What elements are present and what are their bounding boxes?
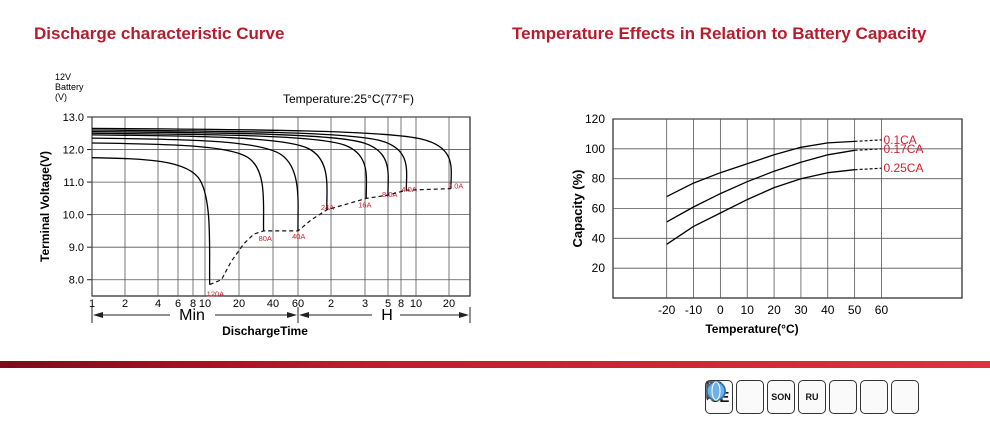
x-tick-label: 8 — [398, 298, 404, 310]
temperature-note: Temperature:25°C(77°F) — [283, 92, 414, 106]
x-tick-label: 2 — [328, 298, 334, 310]
capacity-curve-extension — [854, 167, 882, 171]
y-tick-label: 20 — [592, 261, 606, 275]
x-tick-label: 20 — [233, 298, 245, 310]
x-tick-label: 60 — [292, 298, 304, 310]
x-tick-label: 10 — [741, 303, 755, 317]
curve-label: 0.17CA — [883, 142, 923, 156]
discharge-curve-80A — [91, 142, 265, 231]
curve-label: 0.1CA — [883, 133, 916, 147]
y-tick-label: 13.0 — [63, 112, 84, 124]
x-tick-label: 40 — [267, 298, 279, 310]
temperature-chart-title: Temperature Effects in Relation to Batte… — [512, 24, 927, 43]
hour-unit-label: H — [381, 307, 393, 324]
x-axis-title: Temperature(°C) — [705, 322, 798, 336]
y-tick-label: 12.0 — [63, 145, 84, 157]
curve-label: 8.0A — [382, 190, 397, 199]
x-tick-label: 30 — [794, 303, 808, 317]
battery-label: Battery — [55, 82, 84, 92]
capacity-curve-0.1CA — [666, 140, 855, 198]
discharge-curve-120A — [91, 157, 211, 285]
x-axis-title: DischargeTime — [222, 324, 308, 338]
curve-label: 24A — [321, 203, 334, 212]
discharge-curve-40A — [91, 137, 299, 231]
x-tick-label: 20 — [767, 303, 781, 317]
curve-label: 80A — [259, 234, 272, 243]
weee-bin-icon — [706, 380, 888, 414]
x-tick-label: 2 — [122, 298, 128, 310]
y-tick-label: 9.0 — [69, 242, 84, 254]
discharge-curve-16A — [91, 132, 368, 199]
battery-label: 12V — [55, 72, 71, 82]
temperature-chart: 20 40 60 80 100 120 -20 -10 0 10 20 30 40 50 60 Capacit… — [570, 112, 963, 336]
y-tick-label: 100 — [585, 142, 605, 156]
green-seal-icon — [706, 380, 764, 414]
x-tick-label: 50 — [848, 303, 862, 317]
x-tick-label: 0 — [717, 303, 724, 317]
battery-label: (V) — [55, 92, 67, 102]
capacity-curve-extension — [854, 139, 882, 142]
x-tick-label: 20 — [443, 298, 455, 310]
min-arrowhead-right — [287, 312, 297, 318]
discharge-curve-24A — [91, 134, 328, 210]
curve-label: 0.25CA — [883, 161, 923, 175]
x-tick-label: 10 — [410, 298, 422, 310]
x-tick-label: 1 — [89, 298, 95, 310]
discharge-chart-title: Discharge characteristic Curve — [34, 24, 285, 43]
x-tick-label: 5 — [385, 298, 391, 310]
x-tick-label: 4 — [155, 298, 161, 310]
x-tick-label: -10 — [685, 303, 703, 317]
y-axis-title: Terminal Voltage(V) — [38, 151, 52, 262]
x-tick-label: 10 — [199, 298, 211, 310]
y-tick-label: 120 — [585, 112, 605, 126]
capacity-curve-0.17CA — [666, 149, 855, 223]
x-tick-label: 8 — [190, 298, 196, 310]
y-axis-title: Capacity (%) — [570, 169, 585, 247]
y-tick-label: 11.0 — [63, 177, 84, 189]
discharge-curve-8.0A — [91, 130, 389, 196]
x-tick-label: 60 — [875, 303, 889, 317]
curve-label: 2.0A — [448, 182, 463, 191]
y-tick-label: 8.0 — [69, 275, 84, 287]
footer-accent-bar — [0, 361, 990, 368]
discharge-chart: 8.09.010.011.012.013.01 2 4 6 8 10 20 40 60 2 3 5 8 1… — [38, 72, 471, 338]
y-tick-label: 40 — [592, 231, 606, 245]
curve-label: 16A — [358, 200, 371, 209]
h-arrowhead-left — [299, 312, 309, 318]
discharge-curve-4.0A — [91, 129, 408, 191]
y-tick-label: 80 — [592, 172, 606, 186]
certification-logos: CE SON RU — [705, 380, 919, 416]
cutoff-voltage-line — [209, 188, 451, 286]
curve-label: 120A — [207, 290, 225, 299]
capacity-curve-0.25CA — [666, 169, 855, 245]
checklist-icon — [706, 380, 857, 414]
y-tick-label: 10.0 — [63, 210, 84, 222]
y-tick-label: 60 — [592, 202, 606, 216]
discharge-curve-2.0A — [91, 127, 452, 189]
min-unit-label: Min — [179, 307, 205, 324]
x-tick-label: 6 — [175, 298, 181, 310]
curve-label: 40A — [292, 232, 305, 241]
x-tick-label: 40 — [821, 303, 835, 317]
x-tick-label: 3 — [362, 298, 368, 310]
capacity-curve-extension — [854, 148, 882, 151]
iso-globe-icon — [706, 380, 919, 414]
x-tick-label: -20 — [658, 303, 676, 317]
min-arrowhead-left — [93, 312, 103, 318]
son-mark-icon: SON — [767, 380, 795, 414]
ul-mark-icon: RU — [798, 380, 826, 414]
h-arrowhead-right — [459, 312, 469, 318]
